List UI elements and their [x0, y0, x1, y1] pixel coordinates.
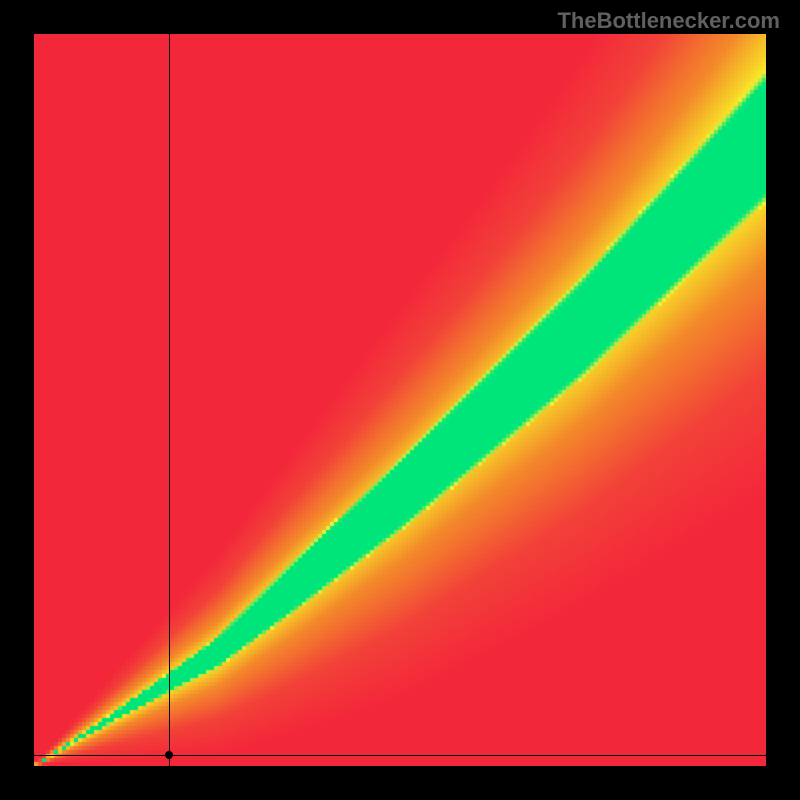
heatmap-plot [34, 34, 766, 766]
crosshair-horizontal [34, 755, 766, 756]
watermark-text: TheBottlenecker.com [557, 8, 780, 34]
heatmap-canvas [34, 34, 766, 766]
crosshair-vertical [169, 34, 170, 766]
